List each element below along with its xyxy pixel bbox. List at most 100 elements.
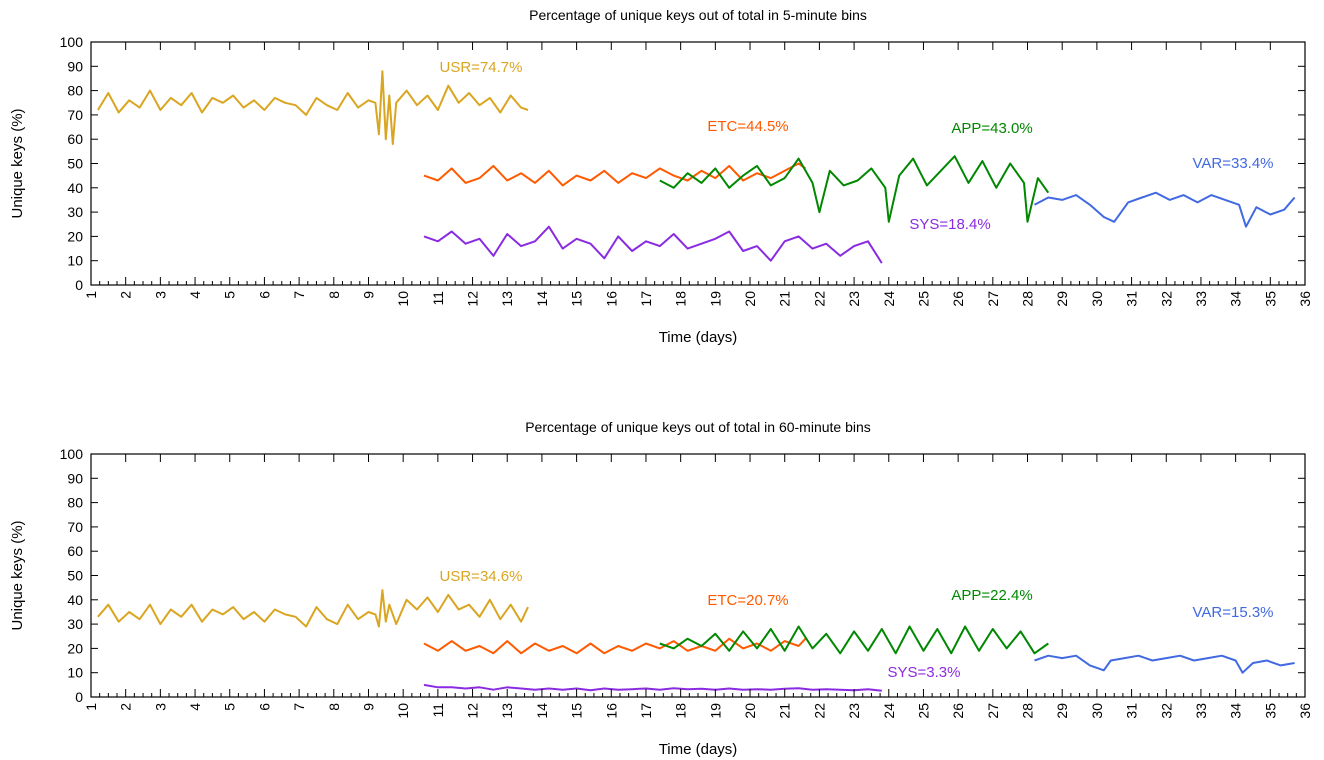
series-label-usr: USR=74.7%: [440, 59, 523, 76]
x-tick-label: 28: [1020, 703, 1036, 719]
x-tick-label: 22: [811, 703, 827, 719]
series-line-etc: [423, 637, 807, 655]
y-tick-label: 50: [67, 156, 83, 172]
x-tick-label: 36: [1297, 703, 1313, 719]
x-tick-label: 26: [950, 291, 966, 307]
x-tick-label: 25: [915, 703, 931, 719]
y-tick-label: 60: [67, 543, 83, 559]
x-tick-label: 29: [1054, 703, 1070, 719]
y-tick-label: 20: [67, 228, 83, 244]
x-tick-label: 3: [152, 703, 168, 711]
x-tick-label: 8: [326, 703, 342, 711]
y-tick-label: 70: [67, 107, 83, 123]
x-tick-label: 3: [152, 291, 168, 299]
x-tick-label: 22: [811, 291, 827, 307]
x-tick-label: 26: [950, 703, 966, 719]
series-line-sys: [423, 683, 882, 692]
x-tick-label: 20: [742, 291, 758, 307]
x-tick-label: 31: [1124, 703, 1140, 719]
y-tick-label: 20: [67, 640, 83, 656]
series-label-etc: ETC=44.5%: [707, 118, 788, 135]
x-tick-label: 29: [1054, 291, 1070, 307]
x-tick-label: 12: [465, 703, 481, 719]
x-tick-label: 14: [534, 703, 550, 719]
series-line-usr: [97, 589, 529, 628]
x-tick-label: 14: [534, 291, 550, 307]
x-tick-label: 35: [1262, 703, 1278, 719]
x-tick-label: 31: [1124, 291, 1140, 307]
x-tick-label: 25: [915, 291, 931, 307]
y-tick-label: 30: [67, 616, 83, 632]
x-tick-label: 33: [1193, 291, 1209, 307]
x-tick-label: 30: [1089, 291, 1105, 307]
y-tick-label: 30: [67, 204, 83, 220]
x-tick-label: 24: [881, 703, 897, 719]
x-tick-label: 7: [291, 291, 307, 299]
x-tick-label: 18: [673, 291, 689, 307]
x-tick-label: 13: [499, 703, 515, 719]
y-tick-label: 90: [67, 58, 83, 74]
x-tick-label: 15: [569, 291, 585, 307]
y-tick-label: 0: [75, 689, 83, 705]
x-tick-label: 24: [881, 291, 897, 307]
chart-title: Percentage of unique keys out of total i…: [525, 419, 871, 435]
x-tick-label: 27: [985, 703, 1001, 719]
x-tick-label: 4: [187, 703, 203, 711]
x-tick-label: 16: [603, 703, 619, 719]
x-tick-label: 32: [1158, 291, 1174, 307]
y-tick-label: 50: [67, 568, 83, 584]
x-tick-label: 11: [430, 291, 446, 306]
series-line-app: [659, 625, 1049, 655]
x-tick-label: 8: [326, 291, 342, 299]
series-label-var: VAR=33.4%: [1192, 155, 1273, 172]
series-line-sys: [423, 225, 883, 264]
x-axis-label: Time (days): [659, 329, 738, 346]
y-tick-label: 10: [67, 665, 83, 681]
x-tick-label: 21: [777, 703, 793, 719]
series-label-sys: SYS=18.4%: [909, 216, 990, 233]
series-line-var: [1034, 654, 1295, 674]
series-label-sys: SYS=3.3%: [888, 664, 961, 681]
x-tick-label: 33: [1193, 703, 1209, 719]
y-tick-label: 70: [67, 519, 83, 535]
series-label-app: APP=22.4%: [951, 587, 1032, 604]
series-label-var: VAR=15.3%: [1192, 604, 1273, 621]
x-tick-label: 23: [846, 291, 862, 307]
y-tick-label: 60: [67, 131, 83, 147]
x-tick-label: 19: [707, 291, 723, 307]
x-tick-label: 30: [1089, 703, 1105, 719]
y-tick-label: 0: [75, 277, 83, 293]
y-tick-label: 80: [67, 83, 83, 99]
chart-title: Percentage of unique keys out of total i…: [529, 7, 867, 23]
x-tick-label: 9: [360, 291, 376, 299]
y-tick-label: 80: [67, 495, 83, 511]
series-line-app: [659, 155, 1050, 223]
x-tick-label: 12: [465, 291, 481, 307]
series-label-usr: USR=34.6%: [440, 568, 523, 585]
y-tick-label: 10: [67, 253, 83, 269]
x-tick-label: 34: [1228, 291, 1244, 307]
y-tick-label: 90: [67, 470, 83, 486]
x-tick-label: 1: [83, 703, 99, 711]
x-tick-label: 1: [83, 291, 99, 299]
chart-60-minute-bins: Percentage of unique keys out of total i…: [9, 419, 1313, 758]
x-tick-label: 13: [499, 291, 515, 307]
x-tick-label: 18: [673, 703, 689, 719]
plot-frame: [90, 41, 1306, 286]
x-axis-label: Time (days): [659, 741, 738, 758]
y-axis-label: Unique keys (%): [9, 520, 26, 630]
chart-5-minute-bins: Percentage of unique keys out of total i…: [9, 7, 1313, 346]
x-tick-label: 17: [638, 291, 654, 307]
x-tick-label: 2: [118, 291, 134, 299]
x-tick-label: 36: [1297, 291, 1313, 307]
y-tick-label: 40: [67, 592, 83, 608]
x-tick-label: 32: [1158, 703, 1174, 719]
x-tick-label: 17: [638, 703, 654, 719]
x-tick-label: 35: [1262, 291, 1278, 307]
x-tick-label: 15: [569, 703, 585, 719]
x-tick-label: 2: [118, 703, 134, 711]
x-tick-label: 11: [430, 703, 446, 718]
x-tick-label: 20: [742, 703, 758, 719]
y-tick-label: 40: [67, 180, 83, 196]
